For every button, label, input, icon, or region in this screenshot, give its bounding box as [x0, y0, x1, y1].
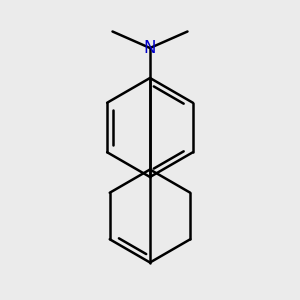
Text: N: N	[144, 39, 156, 57]
